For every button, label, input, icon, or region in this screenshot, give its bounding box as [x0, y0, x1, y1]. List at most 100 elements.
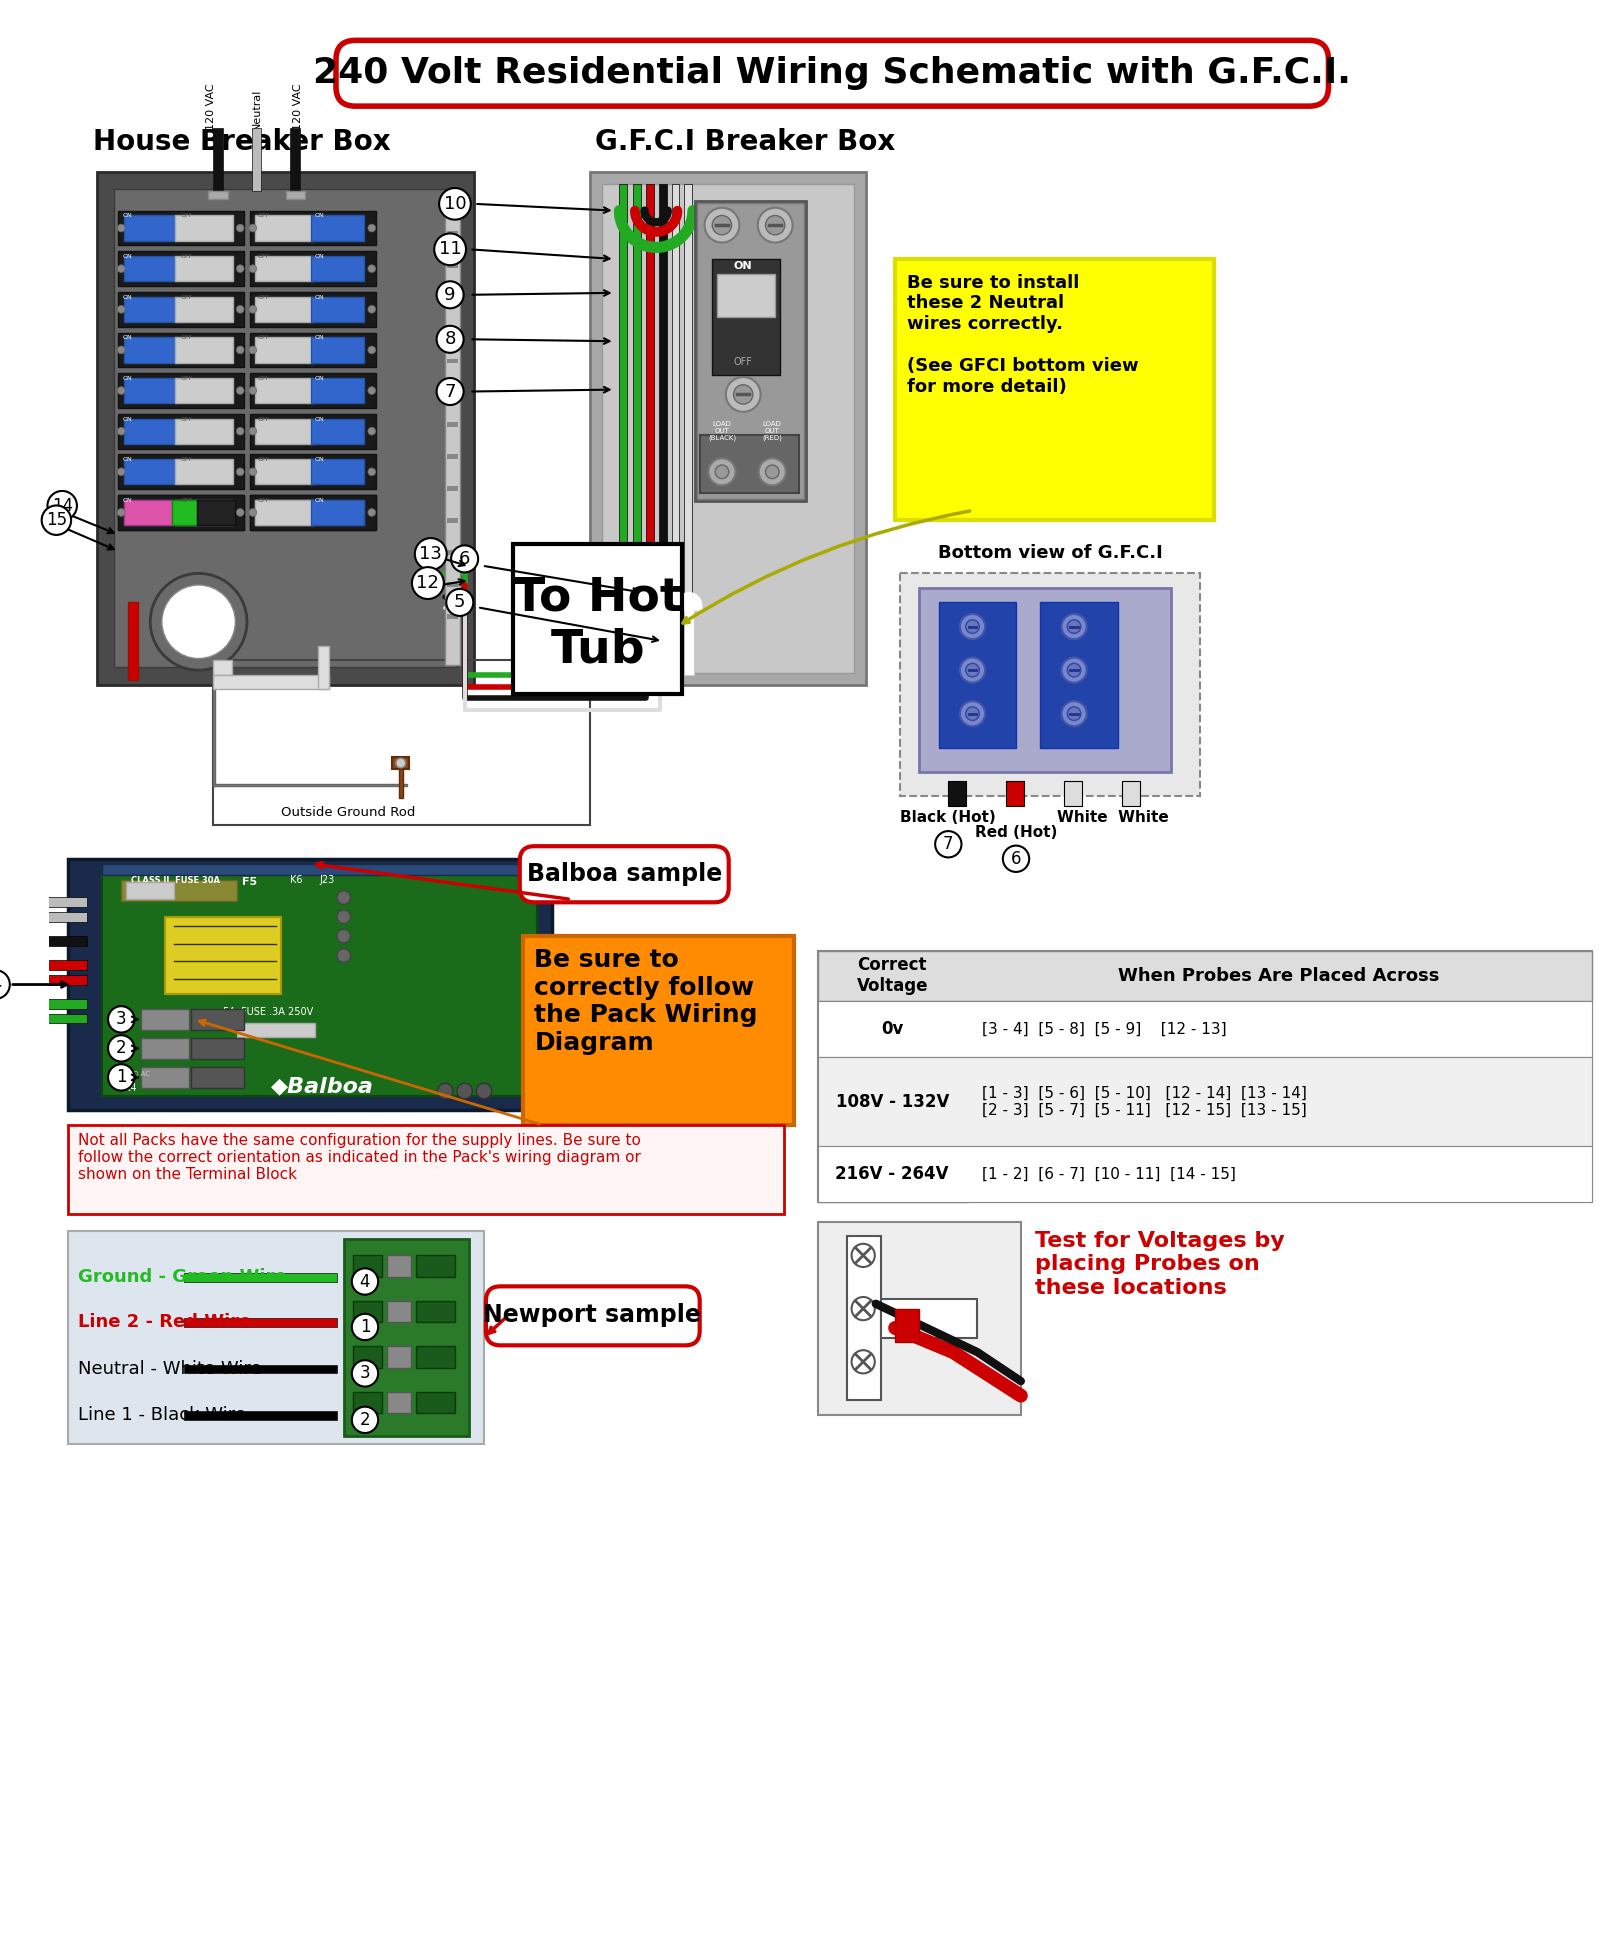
Bar	[602, 184, 855, 674]
Circle shape	[236, 509, 244, 516]
Bar	[97, 173, 474, 685]
Bar	[249, 373, 376, 408]
Bar	[165, 916, 280, 994]
Bar	[254, 338, 312, 363]
Bar	[125, 215, 178, 241]
Circle shape	[965, 707, 979, 720]
Bar	[10, 912, 87, 922]
Circle shape	[368, 345, 376, 353]
Bar	[185, 1411, 337, 1421]
Text: 8: 8	[445, 330, 457, 347]
Bar	[125, 419, 178, 444]
Bar	[633, 598, 643, 695]
Bar	[290, 128, 300, 192]
Text: Line 1 - Black Wire: Line 1 - Black Wire	[78, 1405, 246, 1425]
Bar	[392, 757, 410, 769]
Bar	[900, 573, 1200, 796]
Text: ON: ON	[314, 254, 324, 258]
Bar	[416, 1347, 455, 1368]
Text: OFF: OFF	[180, 295, 193, 299]
Bar	[254, 501, 312, 524]
Bar	[311, 460, 364, 485]
Text: F4  FUSE .3A 250V: F4 FUSE .3A 250V	[223, 1007, 312, 1017]
Bar	[416, 1300, 455, 1322]
Bar	[118, 495, 244, 530]
Text: ON: ON	[314, 497, 324, 503]
Text: 11: 11	[439, 241, 461, 258]
Bar	[661, 598, 670, 695]
Bar	[254, 256, 312, 281]
Bar	[447, 231, 458, 235]
Bar	[196, 501, 235, 524]
Text: Newport sample: Newport sample	[484, 1302, 701, 1328]
Bar	[254, 215, 312, 241]
Text: ON: ON	[121, 497, 131, 503]
Bar	[847, 1236, 881, 1401]
Circle shape	[368, 468, 376, 476]
Text: ◆Balboa: ◆Balboa	[270, 1075, 374, 1097]
Text: K6: K6	[290, 875, 303, 885]
Bar	[387, 1392, 411, 1413]
Bar	[10, 936, 87, 945]
FancyBboxPatch shape	[520, 846, 729, 903]
Text: [3 - 4]  [5 - 8]  [5 - 9]    [12 - 13]: [3 - 4] [5 - 8] [5 - 9] [12 - 13]	[983, 1021, 1227, 1036]
Text: OFF: OFF	[257, 254, 270, 258]
Text: G.F.C.I Breaker Box: G.F.C.I Breaker Box	[596, 128, 895, 157]
Text: F5: F5	[243, 877, 257, 887]
Circle shape	[249, 386, 257, 394]
Bar	[125, 297, 178, 322]
Text: ON: ON	[121, 214, 131, 219]
Circle shape	[117, 223, 125, 231]
Circle shape	[1067, 664, 1081, 677]
Circle shape	[249, 468, 257, 476]
Bar	[68, 1124, 784, 1213]
Bar	[447, 262, 458, 268]
Bar	[249, 212, 376, 245]
Circle shape	[965, 664, 979, 677]
Text: ON: ON	[314, 295, 324, 299]
Circle shape	[117, 509, 125, 516]
Circle shape	[368, 509, 376, 516]
Text: ON: ON	[314, 336, 324, 340]
Bar	[10, 1013, 87, 1023]
FancyBboxPatch shape	[486, 1287, 699, 1345]
Bar	[672, 598, 682, 675]
Text: LOAD
OUT
(RED): LOAD OUT (RED)	[763, 421, 782, 441]
Bar	[311, 256, 364, 281]
Bar	[317, 646, 329, 689]
Bar	[513, 543, 682, 695]
Bar	[447, 326, 458, 332]
Bar	[254, 297, 312, 322]
Circle shape	[236, 264, 244, 272]
Text: 13: 13	[419, 545, 442, 563]
Bar	[249, 495, 376, 530]
Bar	[118, 413, 244, 448]
Circle shape	[249, 345, 257, 353]
Bar	[102, 873, 538, 1097]
Text: OFF: OFF	[257, 417, 270, 421]
Bar	[672, 184, 680, 619]
Bar	[125, 338, 178, 363]
Bar	[128, 602, 138, 679]
Bar	[387, 1300, 411, 1322]
Text: 120 VAC: 120 VAC	[293, 83, 303, 130]
Circle shape	[337, 930, 350, 943]
Bar	[214, 660, 591, 825]
Bar	[1007, 782, 1023, 806]
Bar	[717, 274, 776, 316]
Circle shape	[236, 468, 244, 476]
Text: 1: 1	[359, 1318, 371, 1335]
Text: To Hot
Tub: To Hot Tub	[513, 575, 683, 672]
Text: 7: 7	[942, 835, 954, 854]
Circle shape	[236, 386, 244, 394]
Text: Neutral: Neutral	[251, 89, 262, 130]
Text: OFF: OFF	[257, 497, 270, 503]
Bar	[68, 858, 552, 1110]
Bar	[175, 378, 233, 404]
Circle shape	[457, 1083, 473, 1099]
Bar	[125, 501, 178, 524]
Circle shape	[236, 305, 244, 313]
Circle shape	[337, 949, 350, 963]
Text: ON: ON	[121, 417, 131, 421]
Bar	[253, 128, 262, 192]
